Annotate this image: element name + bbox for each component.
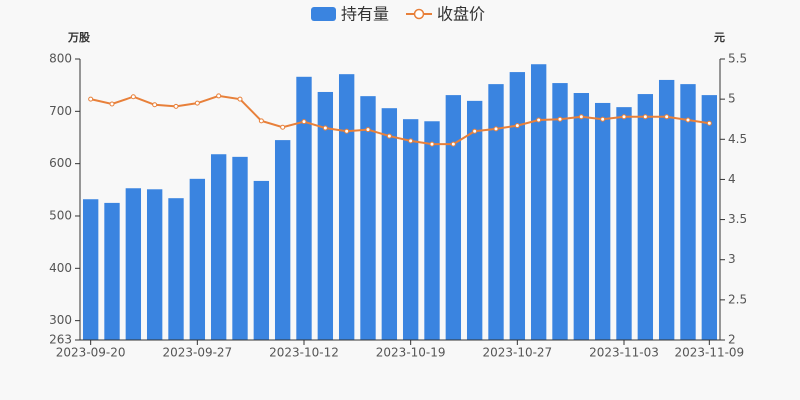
y2-unit: 元 [714, 31, 725, 44]
y-tick-label: 263 [49, 333, 72, 347]
bar [424, 121, 440, 340]
line-point [152, 102, 158, 108]
bar [530, 64, 547, 340]
bar [594, 102, 611, 340]
line-point [493, 126, 499, 132]
x-tick-label: 2023-09-27 [162, 346, 232, 360]
line-point [194, 100, 200, 106]
y2-tick-label: 2.5 [728, 292, 747, 306]
bar [146, 189, 163, 340]
y2-tick-label: 3.5 [728, 212, 747, 226]
bar [509, 72, 526, 340]
bar [168, 198, 184, 340]
line-point [365, 127, 371, 133]
line-point [429, 141, 435, 147]
x-tick-label: 2023-09-20 [56, 346, 126, 360]
bar [104, 202, 120, 340]
y2-tick-label: 2 [728, 333, 736, 347]
bar [701, 95, 718, 341]
line-point [514, 123, 520, 129]
legend-label: 收盘价 [437, 5, 485, 24]
x-tick-label: 2023-10-27 [482, 346, 552, 360]
bar [445, 95, 462, 341]
bar [658, 79, 675, 341]
line-point [258, 118, 264, 124]
bar [274, 140, 291, 340]
legend-swatch-bar [311, 7, 336, 21]
bar [210, 154, 227, 340]
bar [232, 156, 248, 340]
line-point [642, 114, 648, 120]
y-tick-label: 700 [49, 104, 72, 118]
line-point [322, 125, 328, 131]
line-point [450, 141, 456, 147]
line-point [344, 128, 350, 134]
line-point [621, 114, 627, 120]
line-point [109, 101, 115, 107]
x-tick-label: 2023-10-19 [376, 346, 446, 360]
bar [402, 119, 419, 340]
bar [680, 84, 696, 341]
x-tick-label: 2023-10-12 [269, 346, 339, 360]
legend-label: 持有量 [341, 5, 389, 24]
line-point [685, 117, 691, 123]
y2-tick-label: 4 [728, 172, 736, 186]
line-point [536, 117, 542, 123]
y2-tick-label: 3 [728, 252, 736, 266]
line-point [386, 133, 392, 139]
bar [253, 180, 270, 340]
line-point [706, 120, 712, 126]
bar [552, 83, 568, 340]
line [90, 94, 710, 146]
line-point [472, 128, 478, 134]
line-point [88, 96, 94, 102]
bar [317, 91, 334, 340]
bar [616, 107, 632, 340]
line-point [301, 119, 307, 125]
y-tick-label: 400 [49, 261, 72, 275]
bar [338, 74, 355, 340]
x-tick-label: 2023-11-09 [674, 346, 744, 360]
y-tick-label: 300 [49, 313, 72, 327]
y2-tick-label: 4.5 [728, 132, 747, 146]
line-point [600, 116, 606, 122]
bar [488, 84, 504, 341]
line-point [664, 114, 670, 120]
bar [125, 188, 142, 340]
bar [381, 108, 398, 340]
bar [296, 76, 312, 340]
line-point [578, 114, 584, 120]
line-point [557, 116, 563, 122]
y-tick-label: 600 [49, 156, 72, 170]
line-point [280, 124, 286, 130]
y-tick-label: 800 [49, 52, 72, 66]
line-point [408, 138, 414, 144]
bar [360, 96, 376, 340]
bar [189, 178, 206, 340]
y2-tick-label: 5 [728, 92, 736, 106]
y-tick-label: 500 [49, 208, 72, 222]
y2-tick-label: 5.5 [728, 52, 747, 66]
legend-swatch-dot [413, 8, 425, 20]
bar [82, 199, 99, 340]
bar [637, 94, 654, 340]
x-tick-label: 2023-11-03 [589, 346, 659, 360]
line-point [237, 96, 243, 102]
line-point [130, 94, 136, 100]
y-unit: 万股 [67, 31, 91, 44]
line-point [173, 103, 179, 109]
bar [573, 93, 590, 341]
line-point [216, 93, 222, 99]
bar [466, 100, 483, 340]
